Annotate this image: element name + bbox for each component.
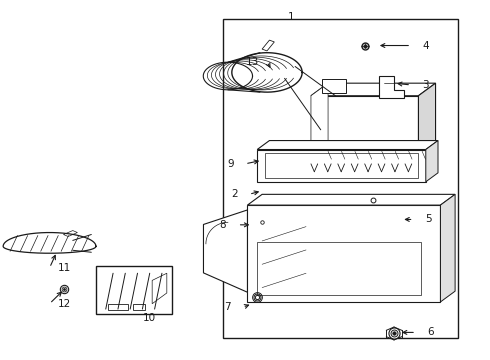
Polygon shape	[426, 140, 438, 182]
Bar	[133, 304, 145, 310]
Polygon shape	[418, 83, 436, 164]
Polygon shape	[257, 140, 438, 149]
Text: 12: 12	[58, 299, 71, 309]
Polygon shape	[252, 212, 272, 232]
Text: 9: 9	[227, 159, 234, 169]
Bar	[108, 304, 128, 310]
Bar	[265, 153, 418, 178]
Text: 11: 11	[58, 263, 71, 273]
Text: 2: 2	[231, 189, 238, 199]
Polygon shape	[441, 194, 455, 302]
Bar	[257, 242, 421, 295]
Text: 6: 6	[427, 327, 434, 337]
Text: 13: 13	[245, 57, 259, 67]
Text: 3: 3	[422, 80, 429, 90]
Text: 5: 5	[425, 215, 432, 224]
Polygon shape	[247, 194, 455, 205]
Polygon shape	[311, 96, 418, 164]
Bar	[322, 79, 346, 93]
Bar	[96, 266, 172, 315]
Text: 1: 1	[288, 12, 294, 22]
Polygon shape	[311, 83, 436, 96]
Polygon shape	[262, 40, 274, 51]
Polygon shape	[203, 210, 247, 292]
Text: 4: 4	[422, 41, 429, 50]
Polygon shape	[311, 83, 328, 164]
Polygon shape	[257, 149, 426, 182]
Polygon shape	[247, 205, 441, 302]
Polygon shape	[152, 273, 167, 304]
Text: 8: 8	[220, 220, 226, 230]
Polygon shape	[379, 76, 404, 98]
Text: 7: 7	[224, 302, 231, 312]
Text: 10: 10	[143, 313, 156, 323]
Bar	[223, 19, 458, 338]
Polygon shape	[64, 230, 77, 237]
